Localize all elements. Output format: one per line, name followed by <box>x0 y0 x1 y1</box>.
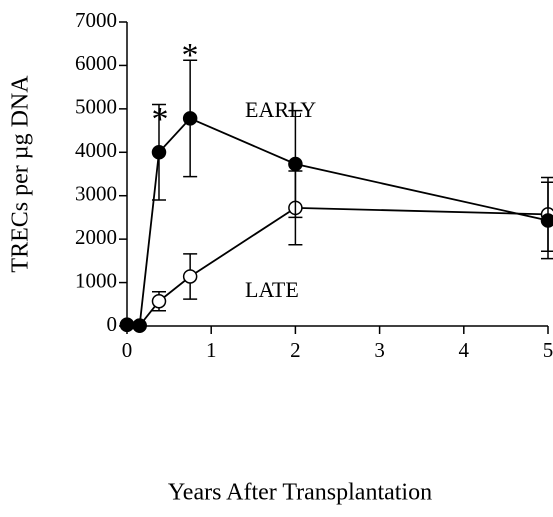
x-axis-label: Years After Transplantation <box>168 480 432 506</box>
x-tick-label: 1 <box>206 338 217 362</box>
y-tick-label: 7000 <box>75 8 117 32</box>
y-tick-label: 3000 <box>75 182 117 206</box>
x-tick-label: 3 <box>374 338 385 362</box>
y-tick-label: 5000 <box>75 95 117 119</box>
data-point <box>132 318 147 333</box>
annotation: * <box>182 37 199 74</box>
annotation: EARLY <box>245 97 316 122</box>
y-tick-label: 6000 <box>75 51 117 75</box>
data-point <box>119 317 135 332</box>
y-tick-label: 0 <box>107 312 118 336</box>
data-point <box>540 213 553 228</box>
data-point <box>288 156 303 172</box>
y-tick-label: 1000 <box>75 268 117 292</box>
annotation: LATE <box>245 277 299 302</box>
y-tick-label: 4000 <box>75 138 117 162</box>
x-tick-label: 2 <box>290 338 301 362</box>
data-point <box>182 269 198 284</box>
data-point <box>151 145 167 160</box>
data-point <box>151 293 167 309</box>
x-tick-label: 4 <box>459 338 470 362</box>
x-tick-label: 0 <box>122 338 133 362</box>
y-axis-label: TRECs per µg DNA <box>8 75 34 273</box>
x-tick-label: 5 <box>543 338 553 362</box>
data-point <box>182 111 198 126</box>
y-tick-label: 2000 <box>75 225 117 249</box>
annotation: * <box>152 101 169 138</box>
